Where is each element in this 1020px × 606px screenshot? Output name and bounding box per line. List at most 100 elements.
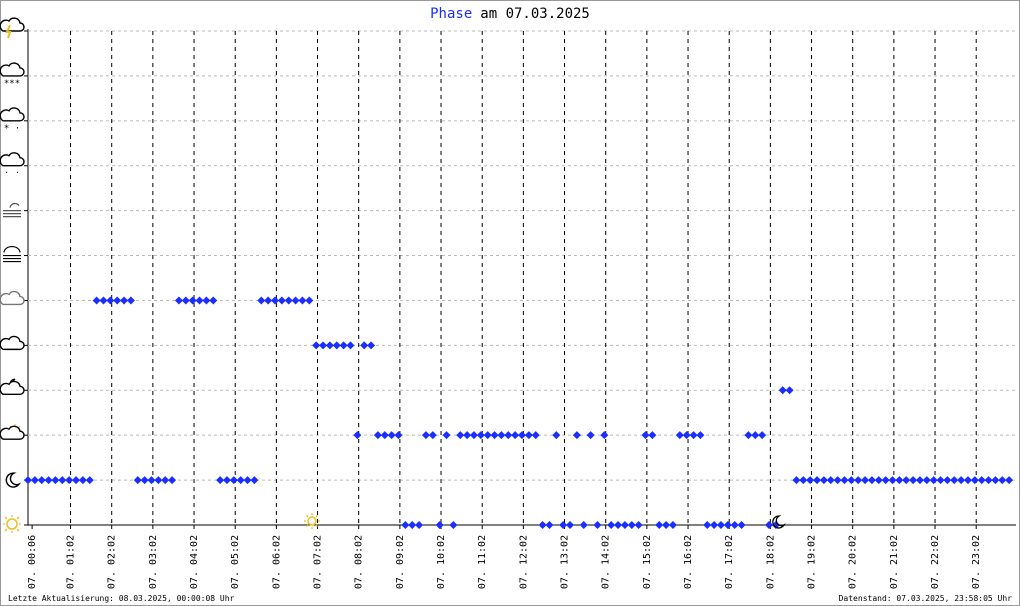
point <box>627 521 636 529</box>
footer-left: Letzte Aktualisierung: 08.03.2025, 00:00… <box>8 594 235 603</box>
point <box>305 296 314 305</box>
point <box>168 476 177 485</box>
x-tick-label: 07. 23:02 <box>971 535 982 589</box>
point <box>312 341 321 350</box>
point <box>264 296 273 305</box>
footer-right: Datenstand: 07.03.2025, 23:58:05 Uhr <box>839 594 1013 603</box>
point <box>689 431 698 440</box>
point <box>552 431 561 440</box>
point <box>195 296 204 305</box>
point <box>785 386 794 395</box>
point <box>950 476 959 485</box>
point <box>970 476 979 485</box>
x-tick-label: 07. 03:02 <box>148 535 159 589</box>
point <box>854 476 863 485</box>
x-tick-label: 07. 06:02 <box>271 535 282 589</box>
point <box>998 476 1007 485</box>
point <box>710 521 719 529</box>
x-tick-label: 07. 11:02 <box>477 535 488 589</box>
point <box>85 476 94 485</box>
point <box>593 521 602 529</box>
fog <box>3 246 21 263</box>
point <box>984 476 993 485</box>
moon <box>5 472 22 488</box>
point <box>209 296 218 305</box>
cloud <box>0 107 25 122</box>
point <box>24 476 32 485</box>
point <box>298 296 307 305</box>
point <box>696 431 705 440</box>
point <box>874 476 883 485</box>
point <box>792 476 801 485</box>
point <box>202 296 211 305</box>
point <box>120 296 129 305</box>
point <box>140 476 149 485</box>
point <box>51 476 60 485</box>
point <box>65 476 74 485</box>
point <box>826 476 835 485</box>
point <box>408 521 417 529</box>
point <box>126 296 135 305</box>
x-tick-label: 07. 07:02 <box>313 535 324 589</box>
point <box>442 431 451 440</box>
point <box>373 431 382 440</box>
point <box>963 476 972 485</box>
x-tick-label: 07. 04:02 <box>189 535 200 589</box>
point <box>744 431 753 440</box>
cloud <box>0 62 25 77</box>
point <box>867 476 876 485</box>
x-tick-label: 07. 15:02 <box>642 535 653 589</box>
point <box>463 431 472 440</box>
x-tick-label: 07. 05:02 <box>230 535 241 589</box>
point <box>765 521 773 529</box>
point <box>78 476 87 485</box>
x-tick-label: 07. 20:02 <box>848 535 859 589</box>
point <box>778 386 787 395</box>
point <box>518 431 526 440</box>
point <box>806 476 815 485</box>
point <box>929 476 938 485</box>
point <box>586 431 595 440</box>
point <box>922 476 931 485</box>
y-tick-icon <box>0 335 25 351</box>
point <box>943 476 952 485</box>
point <box>476 431 485 440</box>
x-tick-label: 07. 00:06 <box>27 535 38 589</box>
point <box>545 521 554 529</box>
x-tick-label: 07. 17:02 <box>724 535 735 589</box>
point <box>346 341 355 350</box>
point <box>490 431 499 440</box>
point <box>751 431 760 440</box>
point <box>37 476 46 485</box>
point <box>572 431 581 440</box>
y-tick-icon <box>3 246 21 263</box>
point <box>401 521 410 529</box>
point <box>1005 476 1014 485</box>
point <box>277 296 286 305</box>
point <box>991 476 1000 485</box>
point <box>367 341 376 350</box>
precip: * · <box>4 124 20 134</box>
point <box>648 431 657 440</box>
y-tick-icon: · · <box>0 152 25 179</box>
point <box>339 341 348 350</box>
point <box>833 476 842 485</box>
point <box>614 521 623 529</box>
plot: · · * · *** 07. 00:06 07. 01:02 07. 02:02 07. … <box>0 17 1016 589</box>
cloud <box>0 17 25 32</box>
point <box>236 476 245 485</box>
point <box>387 431 396 440</box>
y-tick-icon: *** <box>0 62 25 89</box>
series-name: Phase <box>430 6 472 22</box>
point <box>641 431 650 440</box>
point <box>497 431 506 440</box>
point <box>909 476 918 485</box>
point <box>813 476 822 485</box>
point <box>511 431 520 440</box>
point <box>72 476 81 485</box>
y-tick-icon <box>0 17 25 39</box>
x-tick-label: 07. 09:02 <box>395 535 406 589</box>
point <box>58 476 67 485</box>
point <box>44 476 53 485</box>
point <box>30 476 39 485</box>
